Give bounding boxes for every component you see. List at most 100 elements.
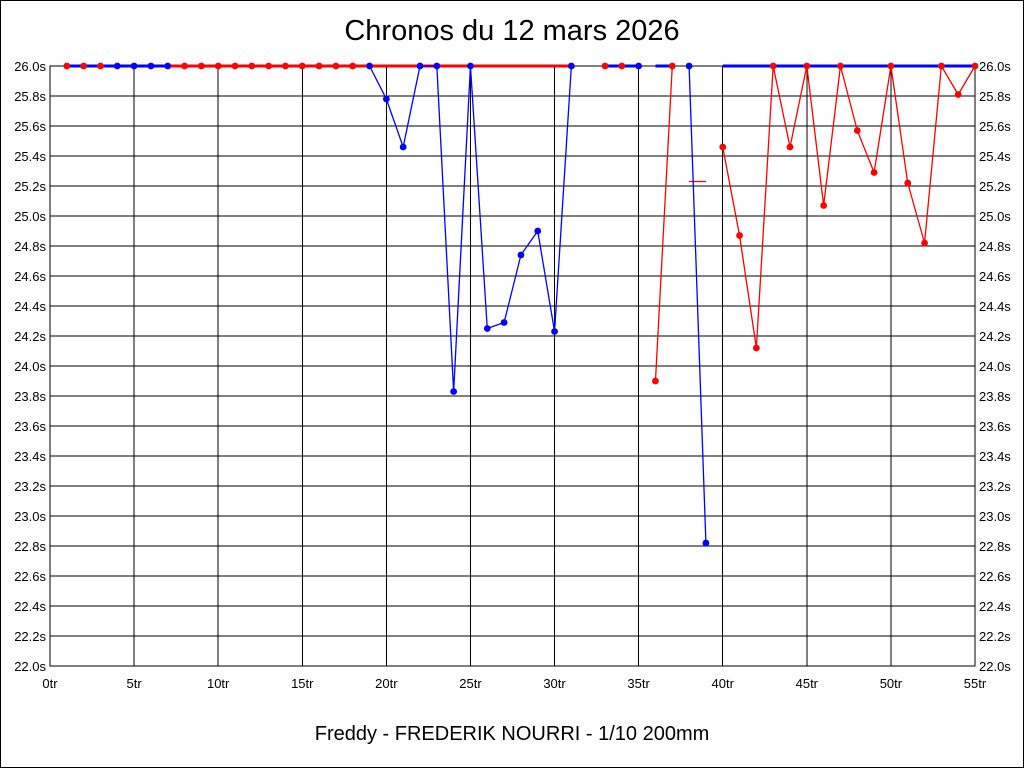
x-tick-label: 10tr: [207, 676, 230, 691]
y-tick-label-right: 22.2s: [979, 629, 1011, 644]
y-tick-label-right: 24.6s: [979, 269, 1011, 284]
series-1-point: [567, 62, 575, 70]
y-tick-label-left: 23.8s: [14, 389, 46, 404]
x-tick-label: 55tr: [964, 676, 987, 691]
series-0-point: [971, 62, 979, 70]
y-tick-label-right: 23.4s: [979, 449, 1011, 464]
y-tick-label-left: 25.4s: [14, 149, 46, 164]
series-0-point: [837, 62, 844, 70]
series-0-point: [265, 62, 273, 70]
series-0-point: [349, 62, 357, 70]
series-1-point: [635, 62, 643, 70]
x-tick-label: 15tr: [291, 676, 314, 691]
y-tick-label-right: 23.0s: [979, 509, 1011, 524]
series-1-point: [500, 319, 508, 326]
x-tick-label: 25tr: [459, 676, 482, 691]
series-0-point: [214, 62, 222, 70]
series-0-point: [668, 62, 676, 70]
y-tick-label-left: 24.6s: [14, 269, 46, 284]
y-tick-label-left: 24.8s: [14, 239, 46, 254]
y-tick-label-right: 26.0s: [979, 59, 1011, 74]
y-tick-label-left: 24.0s: [14, 359, 46, 374]
y-tick-label-right: 24.4s: [979, 299, 1011, 314]
x-tick-label: 35tr: [627, 676, 650, 691]
y-tick-label-left: 24.4s: [14, 299, 46, 314]
series-0-point: [820, 202, 828, 209]
y-tick-label-left: 22.8s: [14, 539, 46, 554]
y-tick-label-left: 22.6s: [14, 569, 46, 584]
x-tick-label: 5tr: [127, 676, 143, 691]
series-1-point: [164, 62, 172, 70]
series-1-point: [113, 62, 121, 70]
chart-title: Chronos du 12 mars 2026: [344, 15, 680, 47]
y-tick-label-left: 24.2s: [14, 329, 46, 344]
series-0-point: [904, 179, 912, 187]
series-0-point: [786, 143, 794, 151]
series-0-point: [181, 62, 188, 70]
series-0-point: [80, 62, 88, 70]
series-0-point: [736, 232, 743, 239]
series-lines: [66, 64, 976, 544]
y-tick-label-right: 25.8s: [979, 89, 1011, 104]
y-tick-label-right: 22.0s: [979, 659, 1011, 674]
series-0-point: [618, 62, 626, 70]
series-1-line: [688, 65, 707, 544]
y-tick-label-right: 25.6s: [979, 119, 1011, 134]
series-0-point: [887, 62, 895, 70]
series-0-point: [248, 62, 256, 70]
x-tick-label: 50tr: [880, 676, 903, 691]
y-tick-label-left: 22.0s: [14, 659, 46, 674]
y-tick-label-left: 22.4s: [14, 599, 46, 614]
series-1-point: [382, 95, 390, 103]
y-tick-label-left: 25.2s: [14, 179, 46, 194]
series-1-point: [433, 62, 441, 70]
series-0-point: [282, 62, 289, 70]
y-tick-label-right: 24.8s: [979, 239, 1011, 254]
series-markers: [63, 62, 979, 547]
series-1-point: [534, 227, 542, 235]
x-tick-label: 30tr: [543, 676, 566, 691]
series-0-point: [752, 344, 760, 352]
series-0-point: [853, 127, 861, 134]
y-tick-label-right: 24.0s: [979, 359, 1011, 374]
series-1-point: [130, 62, 138, 70]
series-0-point: [315, 62, 323, 70]
series-1-point: [483, 325, 491, 332]
series-0-line: [722, 65, 976, 349]
y-tick-label-left: 25.6s: [14, 119, 46, 134]
x-tick-label: 45tr: [796, 676, 819, 691]
series-1-point: [685, 62, 693, 70]
grid-lines: [49, 65, 976, 667]
y-tick-label-right: 23.2s: [979, 479, 1011, 494]
y-tick-label-left: 25.8s: [14, 89, 46, 104]
series-0-point: [63, 62, 71, 70]
y-tick-label-right: 23.6s: [979, 419, 1011, 434]
y-tick-label-right: 25.4s: [979, 149, 1011, 164]
chart-caption: Freddy - FREDERIK NOURRI - 1/10 200mm: [314, 723, 710, 745]
series-0-point: [601, 62, 609, 70]
series-1-point: [450, 388, 458, 395]
y-tick-label-right: 22.6s: [979, 569, 1011, 584]
series-0-point: [803, 62, 811, 70]
series-1-point: [517, 251, 525, 259]
series-1-point: [416, 62, 424, 70]
y-tick-label-right: 22.8s: [979, 539, 1011, 554]
tick-labels: 22.0s 22.0s 22.2s 22.2s 22.4s 22.4s 22.6s 22.6s…: [14, 59, 1011, 691]
y-tick-label-left: 22.2s: [14, 629, 46, 644]
series-0-point: [937, 62, 945, 70]
series-0-point: [921, 239, 928, 247]
x-tick-label: 0tr: [42, 676, 58, 691]
series-1-point: [147, 62, 155, 70]
series-0-point: [332, 62, 340, 70]
y-tick-label-left: 23.2s: [14, 479, 46, 494]
y-tick-label-right: 22.4s: [979, 599, 1011, 614]
y-tick-label-left: 23.6s: [14, 419, 46, 434]
y-tick-label-right: 25.2s: [979, 179, 1011, 194]
series-0-point: [719, 143, 727, 151]
series-1-point: [399, 143, 407, 151]
y-tick-label-left: 23.4s: [14, 449, 46, 464]
y-tick-label-left: 26.0s: [14, 59, 46, 74]
series-0-point: [870, 169, 878, 176]
x-tick-label: 20tr: [375, 676, 398, 691]
